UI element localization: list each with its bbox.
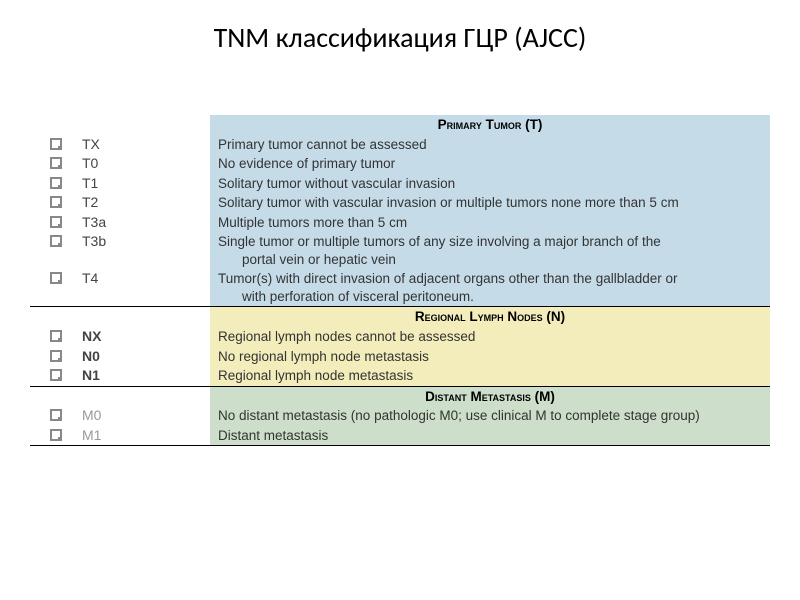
header-spacer [30,115,210,135]
table-row: NX Regional lymph nodes cannot be assess… [30,327,770,347]
desc-cell: No evidence of primary tumor [210,154,770,174]
table-row: TX Primary tumor cannot be assessed [30,135,770,155]
desc-cell: No distant metastasis (no pathologic M0;… [210,406,770,426]
table-row: T3b Single tumor or multiple tumors of a… [30,232,770,269]
desc-cell: Multiple tumors more than 5 cm [210,213,770,233]
code-label: T2 [82,194,98,210]
checkbox-icon[interactable] [50,235,62,247]
desc-cell: Solitary tumor without vascular invasion [210,174,770,194]
code-label: M0 [82,407,101,423]
table-row: N0 No regional lymph node metastasis [30,347,770,367]
checkbox-icon[interactable] [50,330,62,342]
section-distant-metastasis: Distant Metastasis (M) M0 No distant met… [30,387,770,447]
desc-cell: Regional lymph nodes cannot be assessed [210,327,770,347]
desc-cell: Distant metastasis [210,426,770,446]
code-label: T3b [82,233,106,249]
code-label: T3a [82,214,106,230]
checkbox-icon[interactable] [50,350,62,362]
desc-cell: Single tumor or multiple tumors of any s… [210,232,770,269]
checkbox-icon[interactable] [50,409,62,421]
table-row: M0 No distant metastasis (no pathologic … [30,406,770,426]
code-label: T0 [82,155,98,171]
desc-cell: Primary tumor cannot be assessed [210,135,770,155]
checkbox-icon[interactable] [50,369,62,381]
table-row: M1 Distant metastasis [30,426,770,446]
table-row: T4 Tumor(s) with direct invasion of adja… [30,269,770,306]
section-header-n: Regional Lymph Nodes (N) [210,307,770,327]
desc-cell: Tumor(s) with direct invasion of adjacen… [210,269,770,306]
checkbox-icon[interactable] [50,196,62,208]
header-spacer [30,387,210,407]
section-header-m: Distant Metastasis (M) [210,387,770,407]
code-label: T1 [82,175,98,191]
code-label: N1 [82,367,100,383]
table-row: T3a Multiple tumors more than 5 cm [30,213,770,233]
desc-cell: Solitary tumor with vascular invasion or… [210,193,770,213]
desc-cell: Regional lymph node metastasis [210,366,770,386]
checkbox-icon[interactable] [50,216,62,228]
code-label: NX [82,328,101,344]
header-spacer [30,307,210,327]
checkbox-icon[interactable] [50,177,62,189]
desc-cell: No regional lymph node metastasis [210,347,770,367]
table-row: N1 Regional lymph node metastasis [30,366,770,386]
code-label: N0 [82,348,100,364]
table-row: T1 Solitary tumor without vascular invas… [30,174,770,194]
tnm-table: Primary Tumor (T) TX Primary tumor canno… [30,115,770,446]
code-label: M1 [82,427,101,443]
code-label: T4 [82,270,98,286]
checkbox-icon[interactable] [50,138,62,150]
table-row: T2 Solitary tumor with vascular invasion… [30,193,770,213]
table-row: T0 No evidence of primary tumor [30,154,770,174]
checkbox-icon[interactable] [50,429,62,441]
checkbox-icon[interactable] [50,272,62,284]
checkbox-icon[interactable] [50,157,62,169]
section-regional-nodes: Regional Lymph Nodes (N) NX Regional lym… [30,307,770,386]
section-primary-tumor: Primary Tumor (T) TX Primary tumor canno… [30,115,770,307]
page-title: TNM классификация ГЦР (AJCC) [30,20,770,55]
code-label: TX [82,136,100,152]
slide: TNM классификация ГЦР (AJCC) Primary Tum… [0,0,800,600]
section-header-t: Primary Tumor (T) [210,115,770,135]
